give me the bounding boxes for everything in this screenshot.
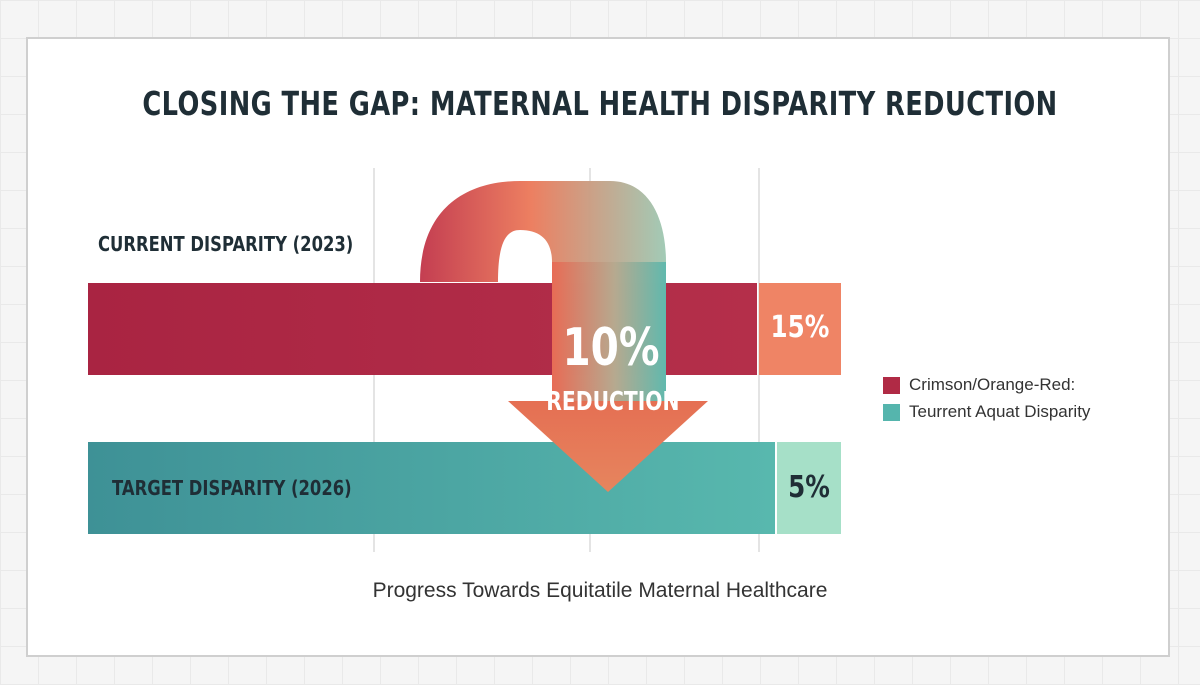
legend-label: Crimson/Orange-Red: — [909, 375, 1076, 394]
legend-swatch-crimson — [883, 376, 900, 394]
bar-current-value-box — [759, 283, 841, 375]
bar-target-value-box — [777, 442, 841, 534]
category-label-current: CURRENT DISPARITY (2023) — [98, 232, 354, 256]
reduction-label: REDUCTION — [546, 387, 680, 417]
legend-label: Teurrent Aquat Disparity — [909, 402, 1091, 421]
legend-item: Teurrent Aquat Disparity — [883, 400, 1090, 424]
reduction-value: 10% — [562, 318, 660, 378]
category-label-target: TARGET DISPARITY (2026) — [112, 476, 352, 500]
legend-swatch-teal — [883, 403, 900, 421]
legend: Crimson/Orange-Red: Teurrent Aquat Dispa… — [883, 373, 1090, 427]
chart-title: CLOSING THE GAP: MATERNAL HEALTH DISPARI… — [142, 84, 1058, 123]
reduction-arrow — [420, 181, 708, 492]
legend-item: Crimson/Orange-Red: — [883, 373, 1090, 397]
chart-caption: Progress Towards Equitatile Maternal Hea… — [372, 579, 828, 602]
bar-target — [88, 442, 775, 534]
value-label-current: 15% — [770, 310, 830, 345]
value-label-target: 5% — [788, 470, 830, 505]
